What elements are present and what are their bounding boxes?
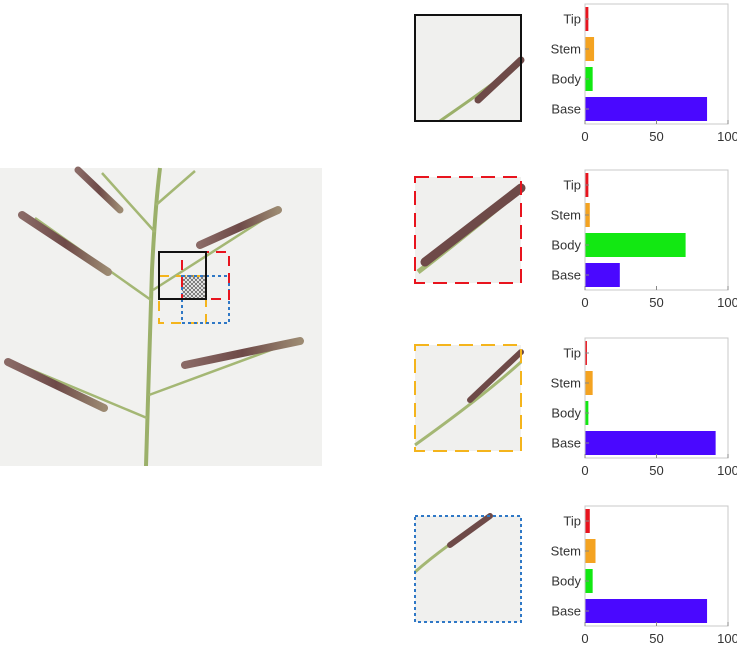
bar-body bbox=[585, 67, 593, 91]
branch-left-top bbox=[101, 172, 156, 233]
x-tick-label: 50 bbox=[649, 295, 663, 310]
x-tick-label: 0 bbox=[581, 129, 588, 144]
bar-stem bbox=[585, 37, 595, 61]
category-label-stem: Stem bbox=[551, 208, 581, 223]
patch-4-frame bbox=[414, 515, 522, 623]
x-tick-label: 50 bbox=[649, 463, 663, 478]
spike-left-low bbox=[4, 358, 108, 412]
branch-right-mid bbox=[152, 210, 276, 292]
spike-left bbox=[18, 211, 112, 276]
category-label-base: Base bbox=[551, 436, 581, 451]
category-label-stem: Stem bbox=[551, 544, 581, 559]
x-tick-label: 0 bbox=[581, 463, 588, 478]
bar-base bbox=[585, 599, 708, 623]
category-label-stem: Stem bbox=[551, 42, 581, 57]
category-label-stem: Stem bbox=[551, 376, 581, 391]
category-label-body: Body bbox=[551, 72, 581, 87]
patch-1-frame bbox=[414, 14, 522, 122]
x-tick-label: 100 bbox=[717, 295, 737, 310]
patch-2-frame bbox=[414, 176, 522, 284]
patch-1 bbox=[414, 14, 525, 123]
category-label-base: Base bbox=[551, 102, 581, 117]
spike-right-low bbox=[181, 337, 304, 369]
patch-4 bbox=[414, 513, 522, 623]
bar-body bbox=[585, 233, 686, 257]
x-tick-label: 100 bbox=[717, 463, 737, 478]
overlap-hatch bbox=[182, 275, 207, 298]
patch-3-frame bbox=[414, 344, 522, 452]
main-stem bbox=[144, 167, 162, 467]
bar-body bbox=[585, 569, 593, 593]
x-tick-label: 0 bbox=[581, 631, 588, 646]
bar-base bbox=[585, 97, 708, 121]
category-label-body: Body bbox=[551, 238, 581, 253]
bar-stem bbox=[585, 371, 593, 395]
spike-right-top bbox=[196, 206, 282, 249]
category-label-body: Body bbox=[551, 406, 581, 421]
x-tick-label: 50 bbox=[649, 631, 663, 646]
patch-column bbox=[414, 14, 526, 623]
category-label-base: Base bbox=[551, 604, 581, 619]
overlay-black-window bbox=[158, 251, 207, 300]
category-label-tip: Tip bbox=[563, 12, 581, 27]
patch-3 bbox=[414, 344, 524, 452]
category-label-tip: Tip bbox=[563, 346, 581, 361]
category-label-tip: Tip bbox=[563, 514, 581, 529]
spike-top-left bbox=[74, 166, 124, 214]
category-label-tip: Tip bbox=[563, 178, 581, 193]
x-tick-label: 100 bbox=[717, 129, 737, 144]
category-label-body: Body bbox=[551, 574, 581, 589]
patch-2 bbox=[414, 176, 526, 284]
bar-base bbox=[585, 263, 620, 287]
bar-stem bbox=[585, 539, 596, 563]
bar-base bbox=[585, 431, 716, 455]
x-tick-label: 100 bbox=[717, 631, 737, 646]
specimen-photo bbox=[0, 166, 322, 467]
category-label-base: Base bbox=[551, 268, 581, 283]
branch-upper-right bbox=[155, 170, 196, 206]
x-tick-label: 50 bbox=[649, 129, 663, 144]
x-tick-label: 0 bbox=[581, 295, 588, 310]
